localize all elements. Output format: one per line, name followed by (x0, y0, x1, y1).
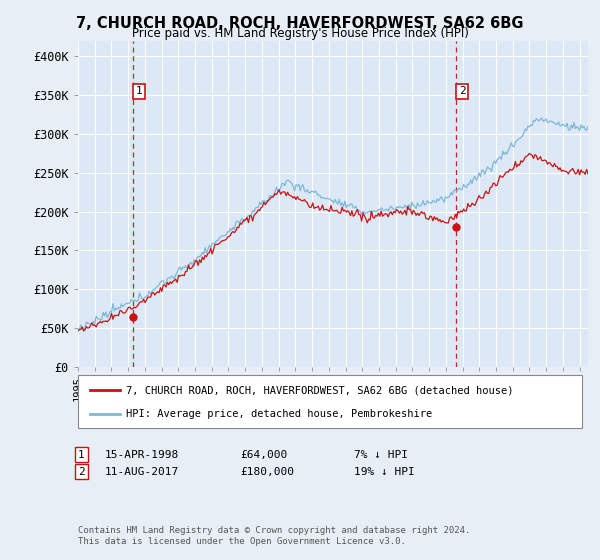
Text: 15-APR-1998: 15-APR-1998 (105, 450, 179, 460)
Text: 19% ↓ HPI: 19% ↓ HPI (354, 466, 415, 477)
Text: 7% ↓ HPI: 7% ↓ HPI (354, 450, 408, 460)
Text: 2: 2 (459, 86, 466, 96)
Text: £180,000: £180,000 (240, 466, 294, 477)
Text: 1: 1 (78, 450, 85, 460)
Text: 7, CHURCH ROAD, ROCH, HAVERFORDWEST, SA62 6BG: 7, CHURCH ROAD, ROCH, HAVERFORDWEST, SA6… (76, 16, 524, 31)
Text: Contains HM Land Registry data © Crown copyright and database right 2024.: Contains HM Land Registry data © Crown c… (78, 526, 470, 535)
Text: This data is licensed under the Open Government Licence v3.0.: This data is licensed under the Open Gov… (78, 538, 406, 547)
Text: HPI: Average price, detached house, Pembrokeshire: HPI: Average price, detached house, Pemb… (126, 408, 432, 418)
Text: Price paid vs. HM Land Registry's House Price Index (HPI): Price paid vs. HM Land Registry's House … (131, 27, 469, 40)
Text: 11-AUG-2017: 11-AUG-2017 (105, 466, 179, 477)
Text: 7, CHURCH ROAD, ROCH, HAVERFORDWEST, SA62 6BG (detached house): 7, CHURCH ROAD, ROCH, HAVERFORDWEST, SA6… (126, 385, 514, 395)
Text: £64,000: £64,000 (240, 450, 287, 460)
Text: 2: 2 (78, 466, 85, 477)
Text: 1: 1 (136, 86, 142, 96)
